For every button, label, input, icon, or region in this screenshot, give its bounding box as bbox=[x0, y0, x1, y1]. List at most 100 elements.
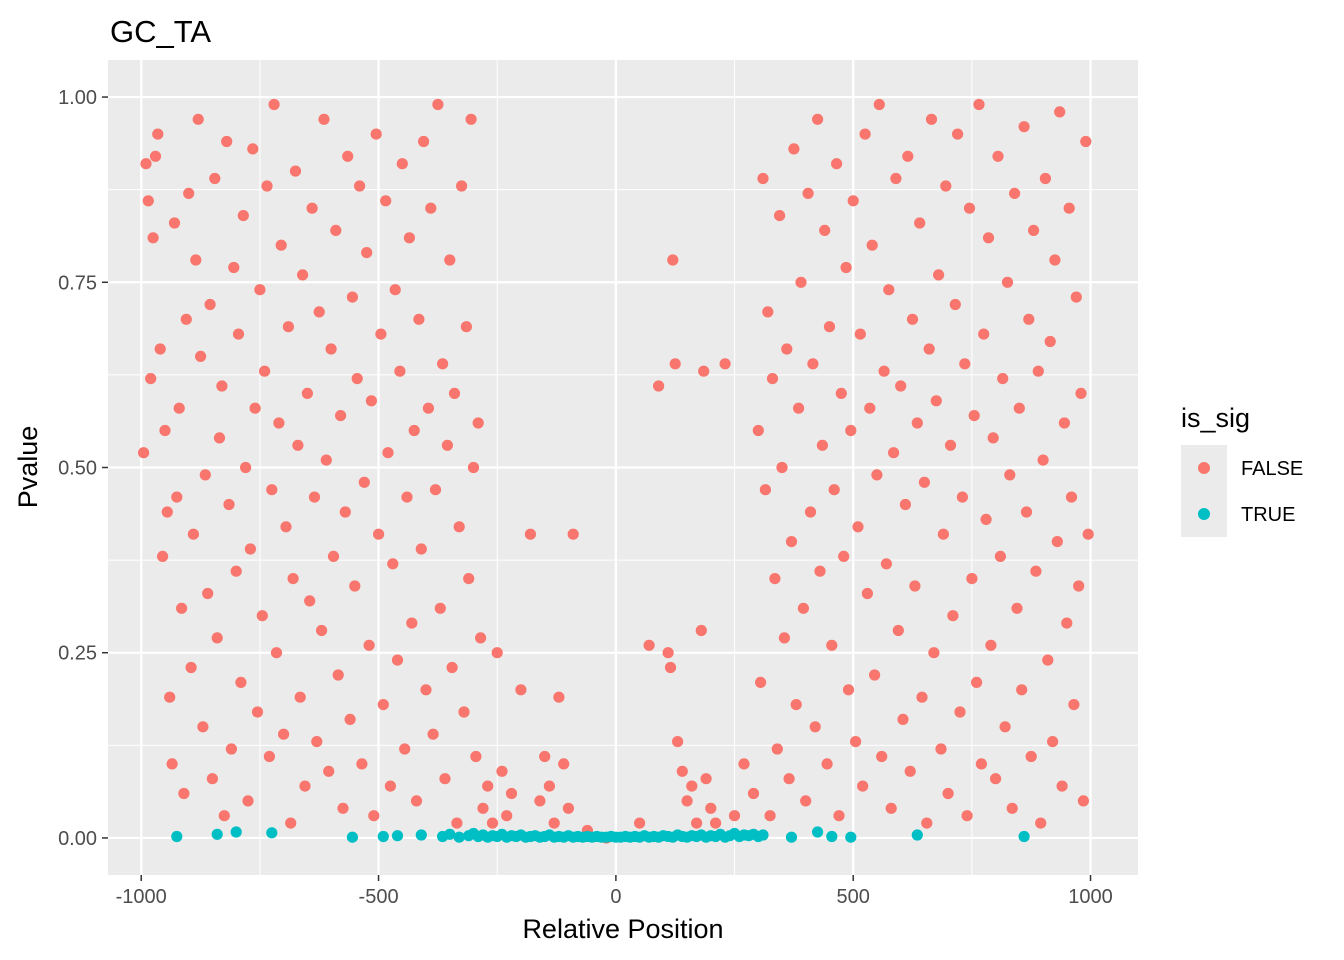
point-false bbox=[695, 624, 707, 637]
point-false bbox=[1080, 135, 1092, 148]
point-false bbox=[232, 328, 245, 340]
point-false bbox=[1044, 335, 1056, 348]
point-false bbox=[358, 476, 370, 488]
point-false bbox=[833, 810, 845, 822]
point-false bbox=[819, 224, 831, 236]
point-false bbox=[1035, 817, 1047, 829]
point-false bbox=[954, 706, 966, 718]
point-false bbox=[145, 373, 157, 385]
point-false bbox=[280, 521, 292, 533]
y-tick-label: 1.00 bbox=[58, 87, 97, 109]
point-false bbox=[524, 528, 537, 540]
point-false bbox=[225, 743, 237, 755]
point-false bbox=[956, 491, 969, 503]
point-false bbox=[994, 550, 1007, 563]
point-false bbox=[304, 595, 316, 607]
point-false bbox=[192, 113, 204, 125]
point-false bbox=[888, 447, 900, 459]
point-false bbox=[852, 521, 864, 533]
point-false bbox=[838, 550, 850, 563]
point-false bbox=[377, 699, 389, 711]
point-false bbox=[992, 150, 1004, 162]
point-false bbox=[847, 195, 859, 207]
point-false bbox=[415, 543, 427, 555]
point-false bbox=[883, 284, 895, 296]
point-false bbox=[949, 298, 961, 311]
point-false bbox=[370, 128, 382, 140]
point-false bbox=[1025, 750, 1037, 763]
point-false bbox=[187, 528, 199, 540]
point-false bbox=[935, 743, 947, 755]
point-false bbox=[1068, 699, 1080, 711]
point-false bbox=[259, 365, 271, 377]
point-false bbox=[422, 402, 434, 414]
point-false bbox=[904, 765, 916, 777]
point-false bbox=[463, 573, 475, 585]
point-false bbox=[375, 328, 387, 340]
point-false bbox=[771, 743, 783, 755]
point-false bbox=[747, 787, 760, 800]
point-false bbox=[804, 506, 817, 518]
point-false bbox=[691, 817, 703, 829]
point-false bbox=[425, 202, 437, 214]
point-false bbox=[802, 187, 814, 199]
point-false bbox=[933, 269, 945, 281]
point-false bbox=[728, 810, 741, 822]
point-false bbox=[320, 454, 332, 466]
point-false bbox=[987, 432, 999, 444]
point-false bbox=[396, 158, 408, 170]
point-false bbox=[332, 669, 344, 681]
point-false bbox=[1058, 417, 1070, 429]
point-false bbox=[944, 439, 957, 451]
point-false bbox=[942, 787, 954, 800]
point-false bbox=[266, 484, 278, 496]
point-false bbox=[460, 321, 472, 333]
point-false bbox=[831, 158, 843, 170]
point-false bbox=[199, 469, 211, 481]
point-false bbox=[982, 232, 995, 244]
point-false bbox=[399, 743, 411, 755]
point-false bbox=[968, 410, 980, 422]
x-tick-label: 1000 bbox=[1068, 886, 1113, 908]
point-false bbox=[966, 573, 978, 585]
point-false bbox=[418, 135, 430, 148]
point-false bbox=[662, 647, 674, 659]
point-false bbox=[878, 365, 890, 377]
point-false bbox=[539, 750, 551, 763]
y-axis-ticks: 0.00 0.25 0.50 0.75 1.00 bbox=[58, 87, 108, 850]
point-false bbox=[380, 195, 392, 207]
point-false bbox=[1056, 780, 1068, 792]
point-false bbox=[669, 358, 681, 370]
point-false bbox=[534, 795, 546, 807]
point-false bbox=[413, 313, 425, 325]
point-false bbox=[1082, 528, 1094, 540]
point-false bbox=[866, 239, 878, 251]
point-false bbox=[161, 506, 173, 518]
point-false bbox=[821, 758, 833, 770]
point-false bbox=[1051, 536, 1063, 548]
point-false bbox=[930, 395, 942, 407]
point-false bbox=[149, 150, 162, 162]
point-false bbox=[403, 232, 415, 244]
point-false bbox=[270, 647, 283, 659]
point-true bbox=[391, 830, 404, 842]
point-false bbox=[453, 521, 465, 533]
point-false bbox=[173, 402, 185, 414]
x-axis-ticks: -1000 -500 0 500 1000 bbox=[116, 875, 1113, 908]
point-false bbox=[230, 565, 242, 577]
point-false bbox=[698, 365, 710, 377]
point-false bbox=[432, 98, 444, 111]
point-false bbox=[543, 780, 556, 792]
point-false bbox=[299, 780, 311, 792]
point-true bbox=[171, 830, 183, 843]
point-false bbox=[384, 780, 396, 792]
point-false bbox=[1073, 580, 1085, 592]
point-false bbox=[306, 202, 318, 214]
point-false bbox=[337, 802, 349, 814]
point-false bbox=[301, 387, 313, 399]
point-false bbox=[1028, 224, 1040, 236]
point-false bbox=[263, 750, 275, 763]
point-false bbox=[316, 624, 328, 637]
point-false bbox=[1009, 187, 1021, 199]
chart-title: GC_TA bbox=[110, 14, 211, 49]
